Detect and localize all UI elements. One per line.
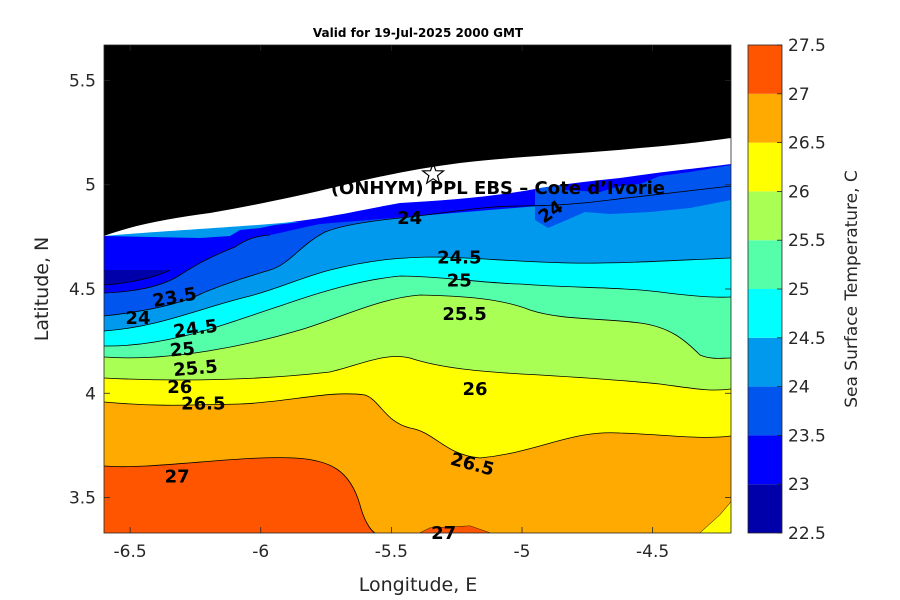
colorbar (748, 45, 782, 533)
colorbar-segment (748, 191, 782, 241)
colorbar-segment (748, 142, 782, 192)
band-22.5-23 (104, 270, 170, 285)
contour-label: 24.5 (437, 248, 481, 269)
band-23.5-blob (535, 165, 731, 228)
colorbar-segment (748, 386, 782, 436)
colorbar-segment (748, 45, 782, 94)
site-annotation: (ONHYM) PPL EBS – Cote d’Ivorie (331, 178, 665, 199)
colorbar-segment (748, 484, 782, 533)
colorbar-tick-label: 24.5 (788, 329, 826, 349)
colorbar-segment (748, 435, 782, 485)
site-star-marker (421, 161, 446, 185)
band-26-corner (700, 502, 731, 533)
y-tick-label: 5 (85, 176, 96, 196)
band-27-bottom (420, 526, 490, 533)
y-tick-label: 4 (85, 384, 96, 404)
land-mask (104, 45, 731, 236)
contour-label: 25 (447, 271, 472, 292)
colorbar-tick-label: 26 (788, 182, 810, 202)
contour-label: 26 (462, 379, 487, 400)
x-tick-label: -5 (514, 542, 531, 562)
marker-layer (421, 161, 446, 185)
x-tick-label: -6 (252, 542, 269, 562)
colorbar-tick-label: 23 (788, 475, 810, 495)
y-axis-label: Latitude, N (31, 237, 53, 342)
contour-label: 24 (125, 308, 150, 329)
plot-area (104, 45, 731, 533)
colorbar-segment (748, 240, 782, 289)
colorbar-segment (748, 337, 782, 387)
colorbar-label: Sea Surface Temperature, C (842, 170, 862, 408)
contour-label: 25 (169, 338, 196, 361)
contour-label: 25.5 (172, 356, 218, 381)
x-tick-label: -5.5 (375, 542, 408, 562)
x-tick-label: -4.5 (636, 542, 669, 562)
x-axis: -6.5 -6 -5.5 -5 -4.5 (114, 45, 669, 562)
colorbar-tick-label: 24 (788, 378, 810, 398)
contour-label: 25.5 (442, 304, 486, 325)
y-tick-label: 4.5 (69, 280, 96, 300)
x-axis-label: Longitude, E (359, 574, 478, 596)
colorbar-tick-label: 23.5 (788, 426, 826, 446)
contour-label: 27 (431, 523, 456, 544)
colorbar-segment (748, 289, 782, 338)
y-axis: 3.5 4 4.5 5 5.5 (69, 71, 731, 509)
contour-lines (104, 185, 731, 533)
colorbar-tick-label: 27.5 (788, 36, 826, 56)
colorbar-tick-label: 27 (788, 85, 810, 105)
colorbar-tick-label: 26.5 (788, 134, 826, 154)
y-tick-label: 5.5 (69, 71, 96, 91)
contour-label: 24 (397, 208, 422, 229)
contour-label: 26.5 (181, 394, 225, 415)
colorbar-tick-label: 25.5 (788, 231, 826, 251)
x-tick-label: -6.5 (114, 542, 147, 562)
colorbar-ticks: 22.5 23 23.5 24 24.5 25 25.5 26 26.5 27 27.5 (777, 36, 826, 544)
contour-label: 26 (167, 377, 192, 398)
colorbar-segment (748, 93, 782, 143)
chart-title: Valid for 19-Jul-2025 2000 GMT (313, 26, 524, 40)
colorbar-tick-label: 22.5 (788, 524, 826, 544)
y-tick-label: 3.5 (69, 489, 96, 509)
colorbar-tick-label: 25 (788, 280, 810, 300)
contour-label: 27 (165, 467, 190, 488)
